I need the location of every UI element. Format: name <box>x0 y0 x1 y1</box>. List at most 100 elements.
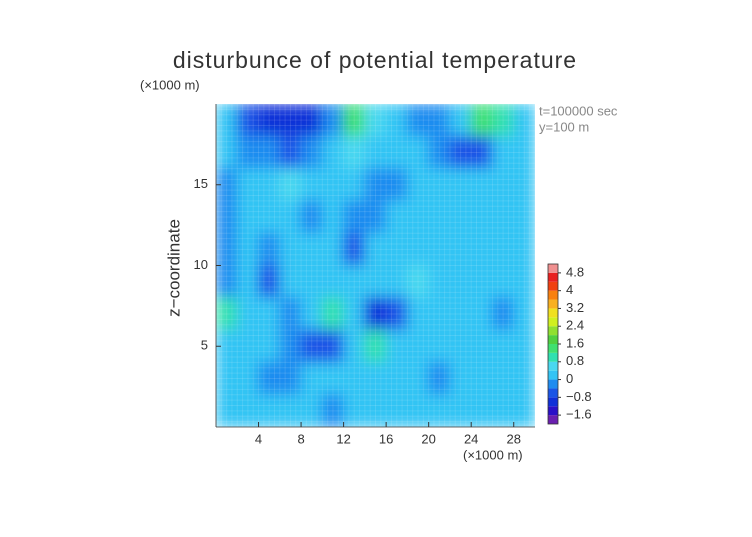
field-cell <box>258 265 281 299</box>
x-tick-label: 12 <box>336 431 350 446</box>
field-cell <box>343 200 366 234</box>
chart-title: disturbunce of potential temperature <box>173 47 577 73</box>
field-cell <box>300 232 323 266</box>
field-cell <box>449 232 472 266</box>
field-cell <box>258 297 281 331</box>
field-cell <box>513 200 535 234</box>
field-cell <box>236 200 260 234</box>
x-tick-label: 16 <box>379 431 393 446</box>
field-cell <box>321 329 345 363</box>
field-cell <box>279 394 302 427</box>
colorbar-swatch <box>548 344 558 353</box>
y-tick-label: 15 <box>194 176 208 191</box>
y-tick-label: 10 <box>194 257 208 272</box>
field-cell <box>428 232 451 266</box>
field-cell <box>513 168 535 202</box>
colorbar-swatch <box>548 379 558 389</box>
field-cell <box>406 265 430 299</box>
field-cell <box>364 297 387 331</box>
field-cell <box>385 168 408 202</box>
colorbar-swatch <box>548 272 558 282</box>
field-cell <box>385 394 408 427</box>
field-cell <box>406 104 430 137</box>
field-cell <box>216 135 238 170</box>
field-cell <box>470 329 493 363</box>
field-cell <box>385 329 408 363</box>
field-cell <box>300 104 323 137</box>
field-cell <box>343 265 366 299</box>
colorbar-label: −0.8 <box>566 389 592 404</box>
field-cell <box>236 168 260 202</box>
field-cell <box>385 200 408 234</box>
field-cell <box>385 361 408 396</box>
field-cell <box>385 135 408 170</box>
colorbar-swatch <box>548 397 558 407</box>
colorbar-label: 3.2 <box>566 300 584 315</box>
x-tick-label: 24 <box>464 431 478 446</box>
field-cell <box>385 265 408 299</box>
field-cell <box>470 135 493 170</box>
field-cell <box>428 361 451 396</box>
field-cell <box>385 297 408 331</box>
field-cell <box>513 232 535 266</box>
colorbar-swatch <box>548 317 558 327</box>
field-cell <box>491 297 515 331</box>
colorbar-label: 4.8 <box>566 264 584 279</box>
field-cell <box>470 265 493 299</box>
field-cell <box>428 200 451 234</box>
field-cell <box>491 265 515 299</box>
field-cell <box>513 297 535 331</box>
field-cell <box>343 104 366 137</box>
field-cell <box>449 168 472 202</box>
colorbar-swatch <box>548 361 558 371</box>
field-cell <box>449 200 472 234</box>
field-cell <box>364 232 387 266</box>
field-cell <box>491 104 515 137</box>
field-cell <box>470 200 493 234</box>
field-cell <box>216 329 238 363</box>
field-cell <box>236 297 260 331</box>
field-cell <box>279 361 302 396</box>
field-cell <box>321 297 345 331</box>
field-cell <box>513 361 535 396</box>
field-cell <box>491 361 515 396</box>
field-cells <box>216 104 535 427</box>
x-tick-label: 8 <box>297 431 304 446</box>
field-cell <box>321 265 345 299</box>
annotation: t=100000 sec <box>539 103 618 118</box>
field-cell <box>236 232 260 266</box>
field-cell <box>364 104 387 137</box>
field-cell <box>343 135 366 170</box>
field-cell <box>279 265 302 299</box>
field-cell <box>279 104 302 137</box>
field-cell <box>364 361 387 396</box>
x-unit-label: (×1000 m) <box>463 447 523 462</box>
field-cell <box>343 329 366 363</box>
field-cell <box>300 135 323 170</box>
colorbar-swatch <box>548 388 558 398</box>
colorbar-swatch <box>548 264 558 273</box>
field-cell <box>406 297 430 331</box>
field-cell <box>321 168 345 202</box>
colorbar-swatch <box>548 290 558 300</box>
field-cell <box>258 232 281 266</box>
field-cell <box>491 394 515 427</box>
field-cell <box>258 104 281 137</box>
field-cell <box>300 394 323 427</box>
field-cell <box>321 361 345 396</box>
y-axis-label: z−coordinate <box>164 219 183 317</box>
field-cell <box>236 135 260 170</box>
field-cell <box>343 394 366 427</box>
field-cell <box>449 265 472 299</box>
x-tick-label: 4 <box>255 431 262 446</box>
field-cell <box>216 297 238 331</box>
field-cell <box>364 394 387 427</box>
colorbar-swatch <box>548 335 558 344</box>
colorbar-swatch <box>548 308 558 318</box>
field-cell <box>216 361 238 396</box>
field-cell <box>279 200 302 234</box>
colorbar-swatch <box>548 415 558 424</box>
field-cell <box>470 361 493 396</box>
field-cell <box>449 135 472 170</box>
